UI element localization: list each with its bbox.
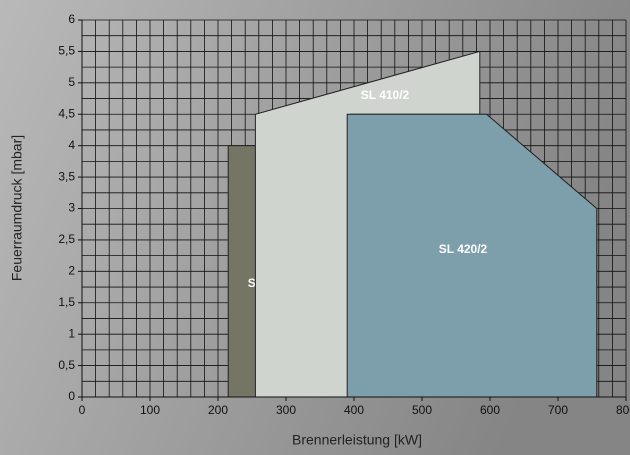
y-tick-label: 0 [68, 389, 75, 403]
areas: SL 400/2SL 410/2SL 420/2 [227, 50, 598, 398]
y-tick-label: 4 [68, 138, 75, 152]
x-tick-label: 500 [412, 403, 432, 417]
area-label: SL 410/2 [361, 88, 410, 102]
y-tick-label: 5 [68, 75, 75, 89]
x-axis-title: Brennerleistung [kW] [292, 432, 422, 448]
y-tick-label: 0,5 [58, 358, 75, 372]
x-tick-label: 100 [140, 403, 160, 417]
x-tick-label: 0 [79, 403, 86, 417]
y-tick-label: 5,5 [58, 44, 75, 58]
y-tick-label: 6 [68, 12, 75, 26]
y-tick-label: 2 [68, 264, 75, 278]
x-tick-label: 300 [276, 403, 296, 417]
x-tick-label: 200 [208, 403, 228, 417]
y-tick-label: 1 [68, 326, 75, 340]
x-tick-label: 400 [344, 403, 364, 417]
area-label: SL 420/2 [439, 242, 488, 256]
y-tick-label: 3 [68, 201, 75, 215]
x-tick-label: 700 [548, 403, 568, 417]
x-tick-label: 600 [480, 403, 500, 417]
axes: 0 100 200 300 400 500 600 700 800 0 0,5 1 1,5 2 2,5 3 3,… [58, 12, 630, 417]
y-tick-label: 1,5 [58, 295, 75, 309]
x-tick-label: 800 [616, 403, 630, 417]
y-tick-label: 3,5 [58, 169, 75, 183]
y-axis-title: Feuerraumdruck [mbar] [9, 135, 25, 281]
y-tick-label: 4,5 [58, 106, 75, 120]
y-tick-label: 2,5 [58, 232, 75, 246]
